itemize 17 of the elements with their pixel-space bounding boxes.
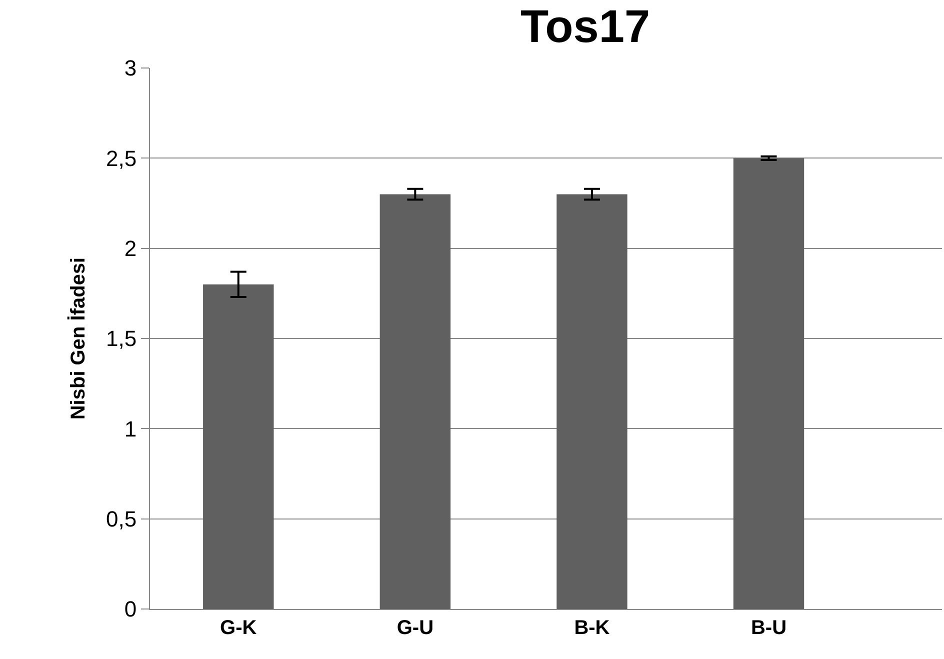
bar (733, 158, 804, 609)
bar (380, 194, 451, 609)
y-axis-title: Nisbi Gen İfadesi (66, 257, 90, 420)
x-tick-label: G-U (396, 617, 434, 639)
bar (556, 194, 628, 609)
y-tick-label: 2,5 (106, 146, 137, 171)
bar (203, 284, 274, 609)
y-tick-label: 0 (124, 596, 137, 622)
y-tick-label: 1 (124, 416, 137, 442)
y-tick-label: 2 (124, 236, 137, 262)
chart-title: Tos17 (520, 0, 650, 52)
y-tick-label: 1,5 (106, 326, 137, 352)
x-tick-label: B-K (574, 617, 610, 639)
y-tick-label: 3 (124, 56, 137, 81)
x-tick-label: B-U (750, 617, 787, 639)
x-tick-label: G-K (220, 617, 258, 639)
y-tick-label: 0,5 (106, 506, 137, 532)
